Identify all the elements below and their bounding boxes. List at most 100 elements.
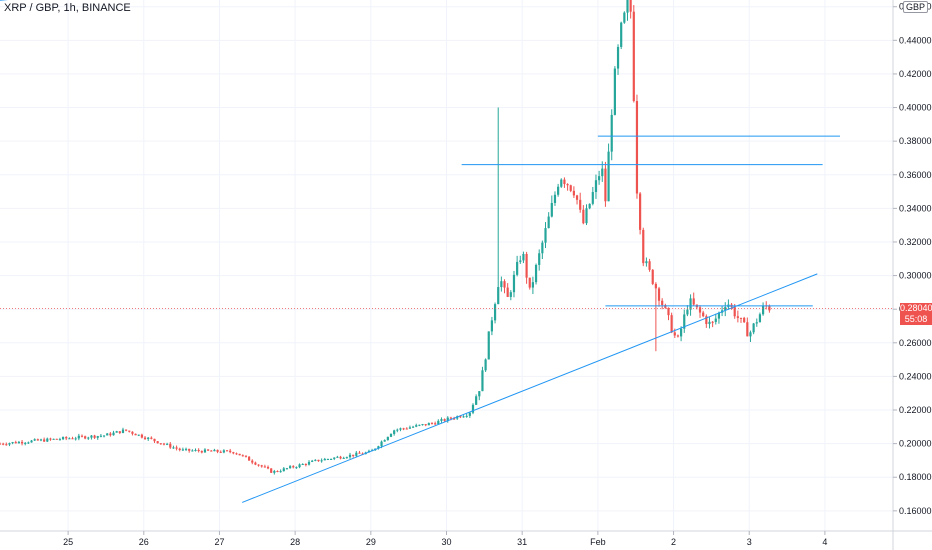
candle-body — [506, 287, 509, 297]
candle-body — [481, 370, 484, 392]
candle-body — [36, 439, 39, 441]
candle-body — [692, 298, 695, 305]
candle-body — [519, 260, 522, 262]
candle-body — [739, 317, 743, 319]
candle-body — [389, 433, 393, 437]
grid — [0, 0, 893, 531]
y-tick-label: 0.44000 — [899, 35, 932, 45]
candle-body — [575, 195, 579, 200]
candle-body — [80, 435, 84, 437]
candle-body — [131, 431, 134, 434]
candle-body — [150, 437, 153, 439]
candle-body — [188, 448, 191, 451]
candle-body — [553, 194, 557, 203]
support-trendline — [241, 273, 818, 503]
candle-body — [263, 466, 266, 468]
candle-body — [582, 209, 585, 224]
candle-body — [503, 281, 506, 288]
candle-body — [717, 312, 721, 319]
candle-body — [509, 292, 512, 297]
candle-body — [266, 466, 270, 469]
candle-body — [566, 184, 569, 186]
candle-body — [52, 438, 55, 440]
candle-body — [225, 450, 229, 452]
candle-body — [159, 443, 162, 445]
y-tick-label: 0.18000 — [899, 472, 932, 482]
candle-body — [11, 442, 14, 444]
currency-badge[interactable]: GBP — [903, 1, 929, 13]
candle-body — [8, 443, 11, 445]
candle-body — [459, 416, 462, 418]
candle-body — [235, 453, 238, 455]
candle-body — [99, 435, 103, 437]
candle-body — [137, 434, 140, 436]
x-tick-label: 28 — [290, 537, 300, 547]
candle-body — [452, 418, 456, 420]
x-tick-label: 26 — [139, 537, 149, 547]
candle-body — [657, 288, 661, 301]
candle-body — [402, 428, 405, 430]
candles — [0, 0, 771, 475]
candle-body — [465, 415, 468, 417]
drawings — [0, 0, 893, 503]
candle-body — [140, 434, 143, 438]
candle-body — [468, 412, 471, 416]
candle-body — [118, 431, 121, 433]
candle-body — [680, 328, 683, 337]
candle-body — [569, 185, 572, 191]
candle-body — [522, 253, 525, 261]
candle-body — [531, 282, 534, 288]
x-axis: 25 26 27 28 29 30 31 Feb 2 3 4 — [0, 530, 932, 547]
candle-body — [557, 186, 560, 195]
candle-body — [260, 465, 263, 467]
candle-body — [46, 438, 49, 442]
y-tick-label: 0.40000 — [899, 103, 932, 113]
candle-body — [84, 436, 87, 439]
y-tick-label: 0.42000 — [899, 69, 932, 79]
candle-body — [579, 199, 582, 210]
candle-body — [210, 450, 213, 452]
candle-body — [654, 283, 657, 289]
candle-body — [254, 462, 257, 465]
candle-body — [497, 287, 500, 305]
candle-body — [43, 439, 46, 442]
candle-body — [686, 309, 689, 315]
candle-body — [698, 307, 702, 313]
candle-body — [421, 424, 424, 426]
y-tick-label: 0.16000 — [899, 506, 932, 516]
candle-body — [323, 458, 326, 461]
candle-body — [604, 168, 607, 202]
candle-body — [96, 436, 99, 438]
candle-body — [616, 46, 620, 69]
candle-body — [541, 242, 544, 254]
candle-body — [134, 433, 137, 436]
candle-body — [175, 447, 178, 449]
candle-body — [607, 151, 610, 202]
candle-body — [761, 305, 765, 315]
candle-body — [169, 443, 172, 448]
candle-body — [33, 439, 36, 441]
candle-body — [705, 316, 708, 325]
candle-body — [181, 449, 184, 451]
candle-body — [512, 274, 516, 293]
y-tick-label: 0.32000 — [899, 237, 932, 247]
candle-body — [743, 317, 746, 323]
candle-body — [500, 281, 503, 288]
candle-body — [304, 463, 307, 465]
candle-body — [333, 457, 336, 459]
candle-body — [670, 315, 673, 333]
candle-body — [93, 435, 96, 438]
candle-body — [348, 454, 352, 458]
candle-body — [109, 433, 112, 436]
candle-body — [358, 452, 361, 454]
candle-body — [74, 438, 77, 440]
candle-body — [30, 440, 33, 443]
y-tick-label: 0.36000 — [899, 170, 932, 180]
candle-body — [326, 458, 330, 460]
candle-body — [525, 253, 528, 278]
candle-body — [336, 456, 339, 458]
candle-body — [5, 444, 8, 446]
candle-body — [68, 438, 71, 440]
x-tick-label: 4 — [822, 537, 827, 547]
